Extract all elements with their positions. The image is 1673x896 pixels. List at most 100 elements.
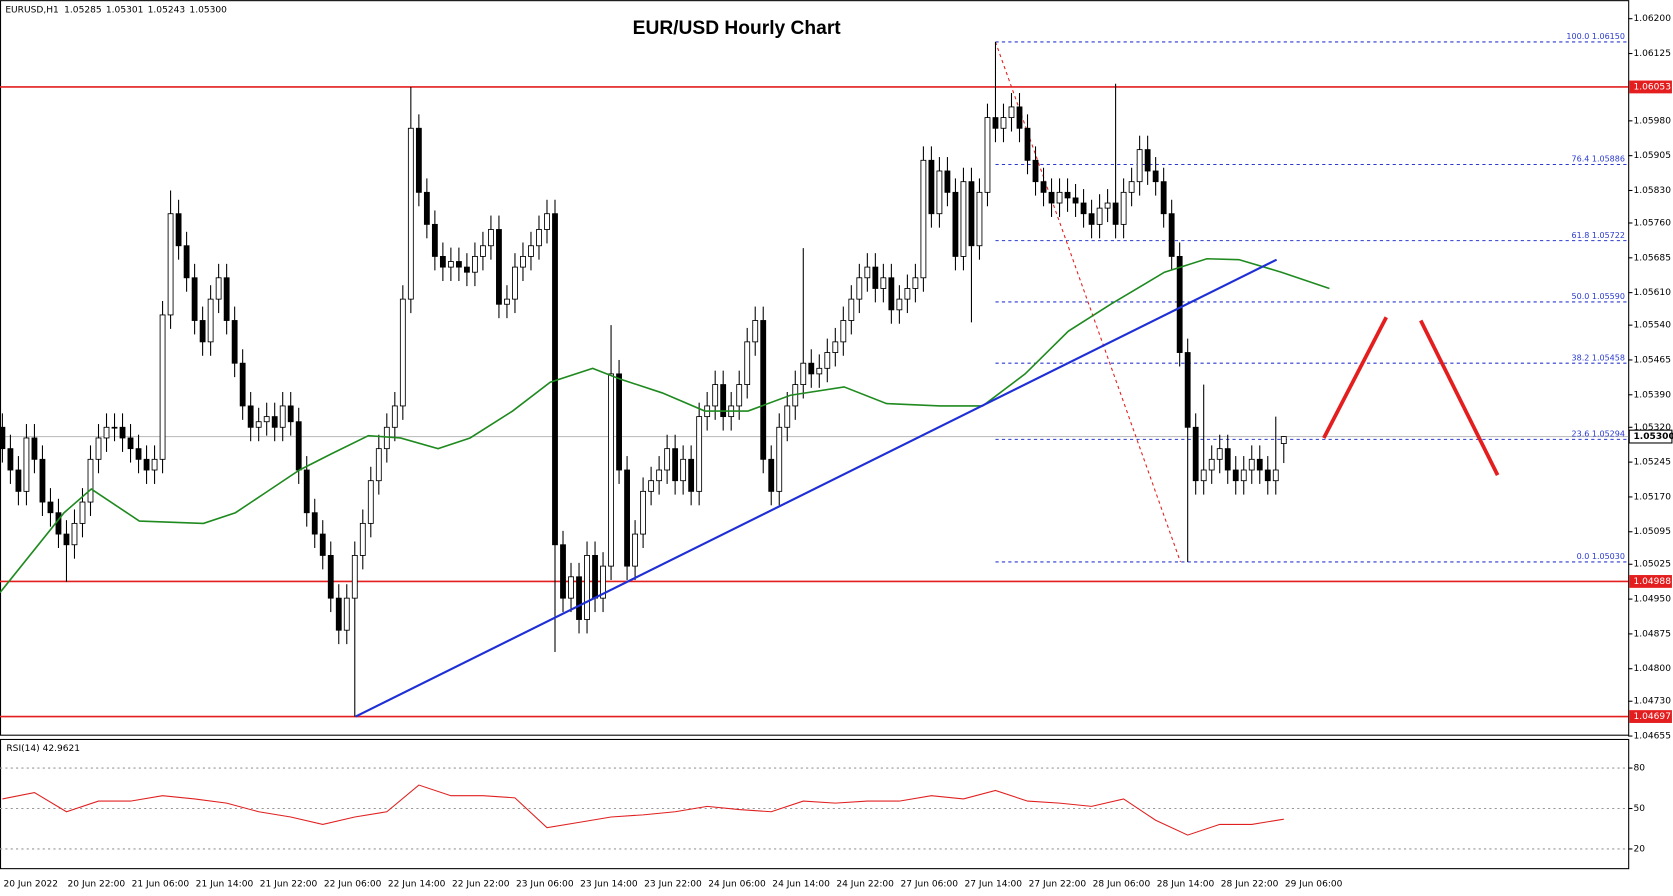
candle-body — [1120, 191, 1127, 225]
candle-body — [760, 320, 767, 460]
candle-body — [1136, 149, 1143, 183]
candle-body — [111, 426, 118, 429]
current-price-label: 1.05300 — [1633, 432, 1673, 442]
y-tick-label: 1.05245 — [1633, 458, 1670, 468]
x-tick-label: 27 Jun 22:00 — [1029, 880, 1087, 890]
candle-body — [1160, 181, 1167, 215]
candle-body — [87, 458, 94, 503]
y-tick-label: 1.05685 — [1633, 253, 1670, 263]
candle-body — [223, 277, 230, 321]
y-tick-label: 1.05390 — [1633, 390, 1671, 400]
candle-body — [936, 170, 943, 215]
candle-body — [1104, 202, 1111, 209]
candle-body — [672, 448, 679, 482]
candle-body — [624, 469, 630, 567]
candle-body — [63, 533, 70, 546]
candle-body — [271, 416, 278, 428]
y-tick-label: 1.04655 — [1633, 732, 1670, 742]
candle-body — [159, 314, 166, 460]
candle-body — [15, 469, 22, 492]
y-tick-label: 1.05830 — [1633, 186, 1671, 196]
candle-body — [1048, 191, 1055, 204]
candle-body — [472, 255, 478, 273]
candle-body — [840, 320, 847, 343]
main-frame — [0, 0, 1630, 736]
candle-body — [247, 405, 254, 428]
fib-label: 38.2 1.05458 — [1572, 353, 1625, 362]
candle-body — [1248, 458, 1255, 471]
level-tag-label: 1.06053 — [1633, 82, 1671, 92]
candle-body — [544, 213, 550, 230]
candle-body — [1168, 213, 1175, 257]
current-price-tag — [1628, 429, 1673, 444]
candle-body — [832, 341, 839, 353]
candle-body — [1272, 469, 1279, 482]
forecast-arrow — [1419, 319, 1500, 476]
candle-body — [375, 448, 382, 482]
candle-body — [576, 576, 582, 620]
candle-body — [520, 255, 526, 268]
level-tag — [1629, 710, 1672, 723]
header-value: 1.05285 — [64, 5, 101, 15]
y-tick-label: 1.04800 — [1633, 664, 1671, 674]
candle-body — [496, 229, 502, 305]
candle-body — [560, 544, 566, 599]
candle-body — [1016, 106, 1023, 129]
candle-body — [143, 458, 150, 471]
candle-body — [71, 522, 78, 546]
candle-body — [1088, 213, 1095, 225]
candle-body — [455, 261, 462, 268]
candle-body — [848, 298, 855, 321]
candle-body — [391, 405, 398, 428]
candle-body — [856, 277, 863, 300]
y-tick-label: 1.05095 — [1633, 527, 1670, 537]
x-tick-label: 23 Jun 06:00 — [516, 880, 574, 890]
candle-body — [183, 245, 190, 279]
candle-body — [399, 298, 406, 407]
candle-body — [696, 416, 703, 492]
candle-body — [215, 277, 222, 300]
candle-body — [415, 127, 422, 193]
candle-body — [319, 533, 326, 556]
candle-body — [816, 367, 823, 375]
forecast-arrow — [1322, 316, 1388, 439]
y-tick-label: 1.05980 — [1633, 116, 1671, 126]
candle-body — [423, 191, 430, 225]
candle-body — [327, 555, 334, 599]
x-tick-label: 27 Jun 14:00 — [965, 880, 1023, 890]
candle-body — [127, 437, 134, 450]
y-tick-label: 1.05170 — [1633, 492, 1671, 502]
candle-body — [239, 362, 246, 407]
candle-body — [7, 448, 14, 471]
candle-body — [768, 458, 775, 492]
candle-body — [992, 117, 999, 129]
candle-body — [912, 277, 919, 289]
symbol: EURUSD,H1 — [5, 5, 58, 15]
x-tick-label: 27 Jun 06:00 — [900, 880, 958, 890]
header-value: 1.05243 — [148, 5, 186, 15]
y-tick-label: 1.06200 — [1633, 14, 1671, 24]
candle-body — [1032, 159, 1039, 183]
candle-body — [295, 421, 302, 471]
candle-body — [1208, 458, 1215, 471]
x-tick-label: 24 Jun 22:00 — [836, 880, 894, 890]
candle-body — [335, 597, 342, 631]
candle-body — [351, 555, 358, 599]
y-tick-label: 1.05540 — [1633, 321, 1671, 331]
candle-body — [279, 405, 286, 428]
header-value: 1.05301 — [106, 5, 143, 15]
candle-body — [1144, 149, 1151, 172]
y-tick-label: 1.04875 — [1633, 629, 1670, 639]
y-tick-label: 20 — [1633, 844, 1645, 854]
candle-body — [1264, 469, 1271, 482]
candle-body — [463, 266, 470, 273]
chart-title: EUR/USD Hourly Chart — [633, 18, 842, 39]
candle-body — [568, 576, 574, 599]
y-tick-label: 1.05905 — [1633, 151, 1670, 161]
candle-body — [552, 213, 558, 546]
candle-body — [536, 229, 542, 247]
candle-body — [960, 181, 967, 257]
header: EURUSD,H1 1.05285 1.05301 1.05243 1.05300 — [5, 5, 227, 15]
candle-body — [592, 555, 598, 599]
